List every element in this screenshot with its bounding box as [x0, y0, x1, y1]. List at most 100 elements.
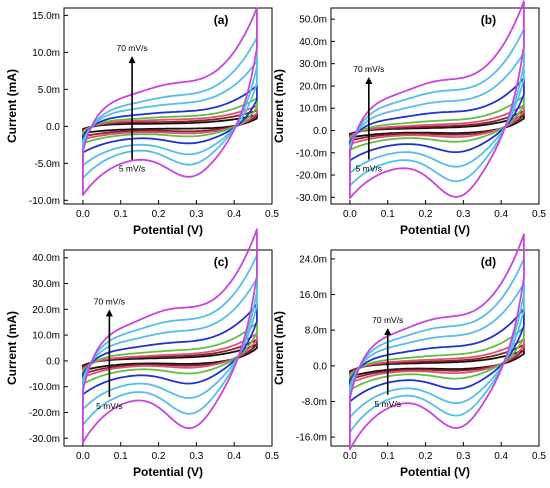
y-tick-label: 10.0m: [32, 331, 60, 342]
x-tick-label: 0.3: [456, 451, 470, 462]
x-tick-label: 0.3: [456, 209, 470, 220]
cv-curve: [82, 36, 258, 179]
annotation-top: 70 mV/s: [353, 64, 384, 74]
x-tick-label: 0.3: [189, 451, 203, 462]
annotation-top: 70 mV/s: [116, 43, 147, 53]
cv-curve: [82, 338, 258, 375]
cv-curve: [82, 277, 258, 410]
cv-curve: [349, 104, 525, 145]
cv-curve: [82, 332, 258, 379]
cv-curve: [82, 303, 258, 396]
arrow-head-icon: [128, 56, 136, 64]
x-tick-label: 0.4: [227, 209, 241, 220]
y-tick-label: 16.0m: [299, 290, 327, 301]
y-tick-label: -5.0m: [34, 159, 60, 170]
annotation-top: 70 mV/s: [94, 296, 125, 306]
annotation-bottom: 5 mV/s: [119, 164, 145, 174]
cv-curve: [349, 349, 525, 378]
panel-label: (b): [481, 13, 496, 27]
cv-curve: [82, 321, 258, 386]
x-tick-label: 0.4: [227, 451, 241, 462]
x-tick-label: 0.5: [532, 209, 546, 220]
y-tick-label: 20.0m: [299, 81, 327, 92]
y-tick-label: -20.0m: [296, 171, 327, 182]
cv-curve: [349, 51, 525, 174]
x-tick-label: 0.2: [152, 451, 166, 462]
panel-label: (c): [214, 255, 229, 269]
y-tick-label: 30.0m: [32, 279, 60, 290]
cv-curve: [82, 60, 258, 167]
x-tick-label: 0.4: [494, 209, 508, 220]
cv-curve: [82, 114, 258, 134]
y-tick-label: 30.0m: [299, 59, 327, 70]
cv-curve: [349, 28, 525, 187]
x-tick-label: 0.1: [381, 451, 395, 462]
y-tick-label: -30.0m: [296, 193, 327, 204]
y-tick-label: 8.0m: [305, 326, 327, 337]
panel-d: 0.0 0.1 0.2 0.3 0.4 0.5 -16.0m -8.0m 0.0 8.0m 16.0…: [272, 233, 546, 479]
cv-curve: [82, 7, 258, 196]
cv-curve: [349, 110, 525, 142]
y-tick-label: -10.0m: [296, 148, 327, 159]
annotation-bottom: 5 mV/s: [356, 163, 382, 173]
annotation-bottom: 5 mV/s: [96, 401, 122, 411]
x-tick-label: 0.5: [265, 451, 279, 462]
x-tick-label: 0.0: [343, 451, 357, 462]
x-tick-label: 0.4: [494, 451, 508, 462]
y-tick-label: 10.0m: [32, 48, 60, 59]
x-tick-label: 0.1: [114, 451, 128, 462]
annotation-top: 70 mV/s: [372, 315, 403, 325]
cv-curve: [349, 338, 525, 385]
panel-c: 0.0 0.1 0.2 0.3 0.4 0.5 -30.0m -20.0m -10.0m 0.0 1…: [5, 228, 279, 479]
x-tick-label: 0.0: [76, 451, 90, 462]
y-tick-label: -20.0m: [29, 408, 60, 419]
y-tick-label: 40.0m: [32, 253, 60, 264]
panel-a: 0.0 0.1 0.2 0.3 0.4 0.5 -10.0m -5.0m 0.0 5.0m 10.0…: [5, 7, 279, 237]
cv-curve: [349, 95, 525, 151]
arrow-head-icon: [105, 309, 113, 317]
x-tick-label: 0.0: [76, 209, 90, 220]
cv-curve: [82, 343, 258, 372]
y-tick-label: 10.0m: [299, 104, 327, 115]
y-tick-label: -8.0m: [301, 397, 327, 408]
x-tick-label: 0.2: [152, 209, 166, 220]
y-tick-label: -16.0m: [296, 433, 327, 444]
y-tick-label: 50.0m: [299, 15, 327, 26]
y-tick-label: 40.0m: [299, 37, 327, 48]
y-tick-label: 0.0: [313, 126, 327, 137]
cv-curve: [349, 77, 525, 162]
y-tick-label: 24.0m: [299, 254, 327, 265]
x-tick-label: 0.1: [381, 209, 395, 220]
panel-b: 0.0 0.1 0.2 0.3 0.4 0.5 -30.0m -20.0m -10.0m 0.0 1…: [272, 0, 546, 237]
y-axis-label: Current (mA): [5, 69, 19, 143]
cv-curve: [349, 233, 525, 451]
cv-curve: [349, 344, 525, 381]
y-axis-label: Current (mA): [5, 311, 19, 385]
cv-curve: [349, 258, 525, 434]
x-tick-label: 0.5: [265, 209, 279, 220]
y-tick-label: -30.0m: [29, 434, 60, 445]
x-tick-label: 0.0: [343, 209, 357, 220]
cv-curve: [349, 307, 525, 403]
arrow-head-icon: [384, 327, 392, 335]
plot-frame: [63, 7, 273, 205]
annotation-bottom: 5 mV/s: [375, 399, 401, 409]
cv-curve: [349, 0, 525, 200]
cv-curve: [82, 109, 258, 138]
x-axis-label: Potential (V): [400, 223, 470, 237]
cv-curve: [349, 114, 525, 139]
y-tick-label: 5.0m: [38, 85, 60, 96]
y-axis-label: Current (mA): [272, 69, 286, 143]
x-tick-label: 0.2: [419, 451, 433, 462]
y-tick-label: 0.0: [46, 122, 60, 133]
cv-curve: [349, 282, 525, 419]
arrow-head-icon: [365, 77, 373, 85]
cv-curve: [82, 97, 258, 145]
cv-curve: [82, 228, 258, 444]
x-tick-label: 0.5: [532, 451, 546, 462]
y-tick-label: -10.0m: [29, 196, 60, 207]
y-axis-label: Current (mA): [272, 311, 286, 385]
x-axis-label: Potential (V): [133, 223, 203, 237]
cv-curve: [82, 84, 258, 154]
